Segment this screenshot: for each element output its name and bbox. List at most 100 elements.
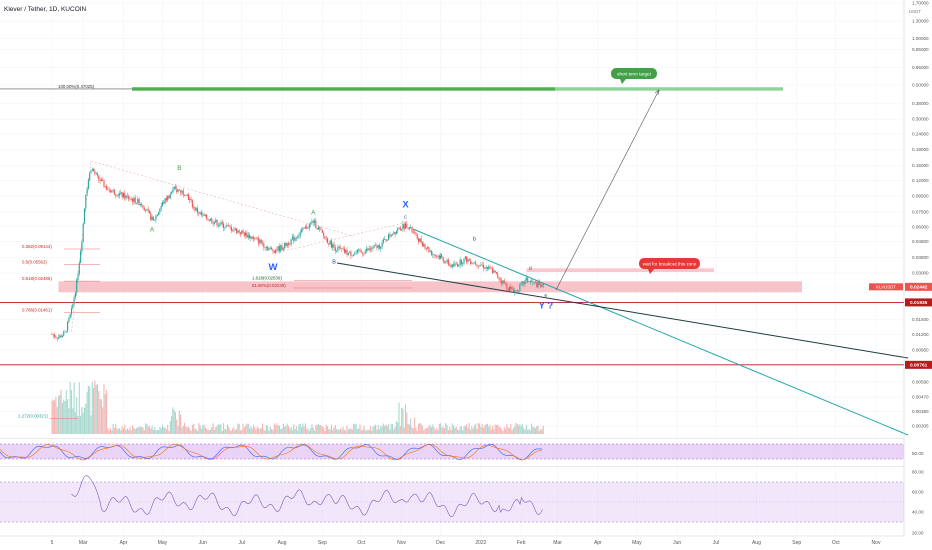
candle-body: [251, 236, 253, 239]
candle-body: [259, 239, 261, 244]
candle-body: [221, 222, 223, 224]
wave-label: W: [268, 262, 277, 273]
volume-bar: [95, 385, 97, 434]
volume-bar: [202, 425, 204, 434]
candle-body: [486, 266, 488, 269]
candle-body: [134, 197, 136, 204]
candle-body: [210, 218, 212, 221]
candle-body: [429, 251, 431, 252]
time-axis[interactable]: 5 Mar Apr May Jun Jul Aug Sep Oct Nov Dec 2022 Feb Ma…: [0, 535, 904, 546]
volume-bar: [501, 429, 503, 434]
volume-bar: [469, 429, 472, 434]
candle-body: [505, 283, 507, 285]
candle-body: [295, 237, 297, 239]
volume-bar: [73, 382, 75, 434]
candle-body: [121, 192, 123, 198]
candle-body: [446, 259, 448, 263]
volume-bar: [70, 389, 73, 434]
volume-bar: [77, 416, 79, 434]
volume-bar: [507, 427, 509, 434]
volume-bar: [360, 430, 362, 434]
volume-bar: [81, 407, 83, 434]
volume-bar: [467, 427, 469, 434]
volume-bar: [540, 428, 542, 434]
volume-bar: [442, 426, 444, 434]
candle-body: [389, 234, 391, 237]
candle-body: [525, 277, 527, 281]
candle-body: [534, 281, 537, 283]
volume-bar: [542, 425, 544, 434]
volume-bar: [351, 429, 353, 434]
dashed-trendline: [271, 222, 407, 255]
volume-bar: [285, 425, 287, 434]
candle-body: [125, 195, 127, 199]
volume-bar: [475, 423, 477, 434]
volume-bar: [458, 430, 460, 434]
price-axis[interactable]: 1.70000 1.30000 1.00000 0.85000 0.65000 0.500…: [869, 0, 932, 536]
price-tick-label: 0.00950: [912, 348, 929, 353]
volume-bar: [269, 426, 271, 434]
volume-bar: [394, 426, 396, 434]
volume-bar: [538, 430, 540, 434]
target-callout: [611, 68, 657, 79]
candle-body: [260, 239, 262, 243]
wave-label: b: [473, 236, 476, 242]
volume-bar: [213, 429, 216, 434]
rsi-axis-label: 80.00: [912, 470, 924, 475]
candle-body: [493, 270, 495, 273]
candle-body: [265, 246, 267, 248]
stoch-band: [0, 444, 904, 459]
candle-body: [290, 239, 292, 245]
volume-bar: [367, 429, 369, 434]
volume-bar: [476, 428, 478, 434]
candle-body: [286, 243, 288, 246]
candle-body: [364, 250, 366, 254]
volume-bar: [130, 430, 132, 434]
volume-bar: [534, 428, 537, 434]
volume-bar: [420, 423, 422, 434]
candle-body: [113, 190, 115, 195]
candle-body: [501, 280, 503, 284]
volume-bar: [338, 430, 340, 434]
price-tick-label: 0.04800: [912, 239, 929, 244]
candle-body: [239, 232, 242, 234]
candle-body: [480, 264, 482, 266]
candle-body: [404, 223, 407, 229]
volume-bar: [300, 426, 303, 434]
candle-body: [65, 331, 67, 332]
volume-bar: [165, 429, 167, 434]
volume-bar: [85, 403, 87, 434]
time-tick-label: Apr: [120, 540, 128, 546]
volume-bar: [207, 429, 209, 434]
candle-body: [182, 190, 184, 195]
volume-bar: [60, 389, 62, 434]
volume-bar: [287, 426, 290, 434]
candle-body: [169, 194, 171, 199]
volume-bar: [172, 407, 174, 434]
volume-bar: [112, 423, 114, 434]
volume-bar: [86, 391, 88, 434]
candle-body: [350, 251, 352, 256]
candle-body: [373, 245, 375, 247]
price-tick-label: 0.09500: [912, 194, 929, 199]
candle-body: [93, 169, 95, 172]
candle-body: [397, 228, 399, 232]
fib-levels: 100.00%(0.47025) 0.382(0.09144) 0.5(0.0556…: [18, 84, 412, 419]
volume-bar: [116, 428, 118, 434]
candle-body: [330, 240, 332, 248]
volume-bar: [390, 423, 392, 434]
volume-bar: [529, 430, 531, 434]
price-tick-label: 0.38000: [912, 101, 929, 106]
candle-body: [241, 230, 243, 234]
candle-body: [411, 226, 413, 233]
candle-body: [216, 219, 218, 226]
volume-bar: [211, 426, 213, 434]
volume-bar: [184, 423, 186, 434]
time-tick-label: Nov: [397, 540, 406, 546]
dashed-trendline: [90, 160, 354, 237]
candle-body: [82, 223, 84, 242]
dashed-trendline: [71, 161, 92, 332]
volume-bar: [158, 430, 160, 434]
volume-bar: [220, 424, 222, 434]
